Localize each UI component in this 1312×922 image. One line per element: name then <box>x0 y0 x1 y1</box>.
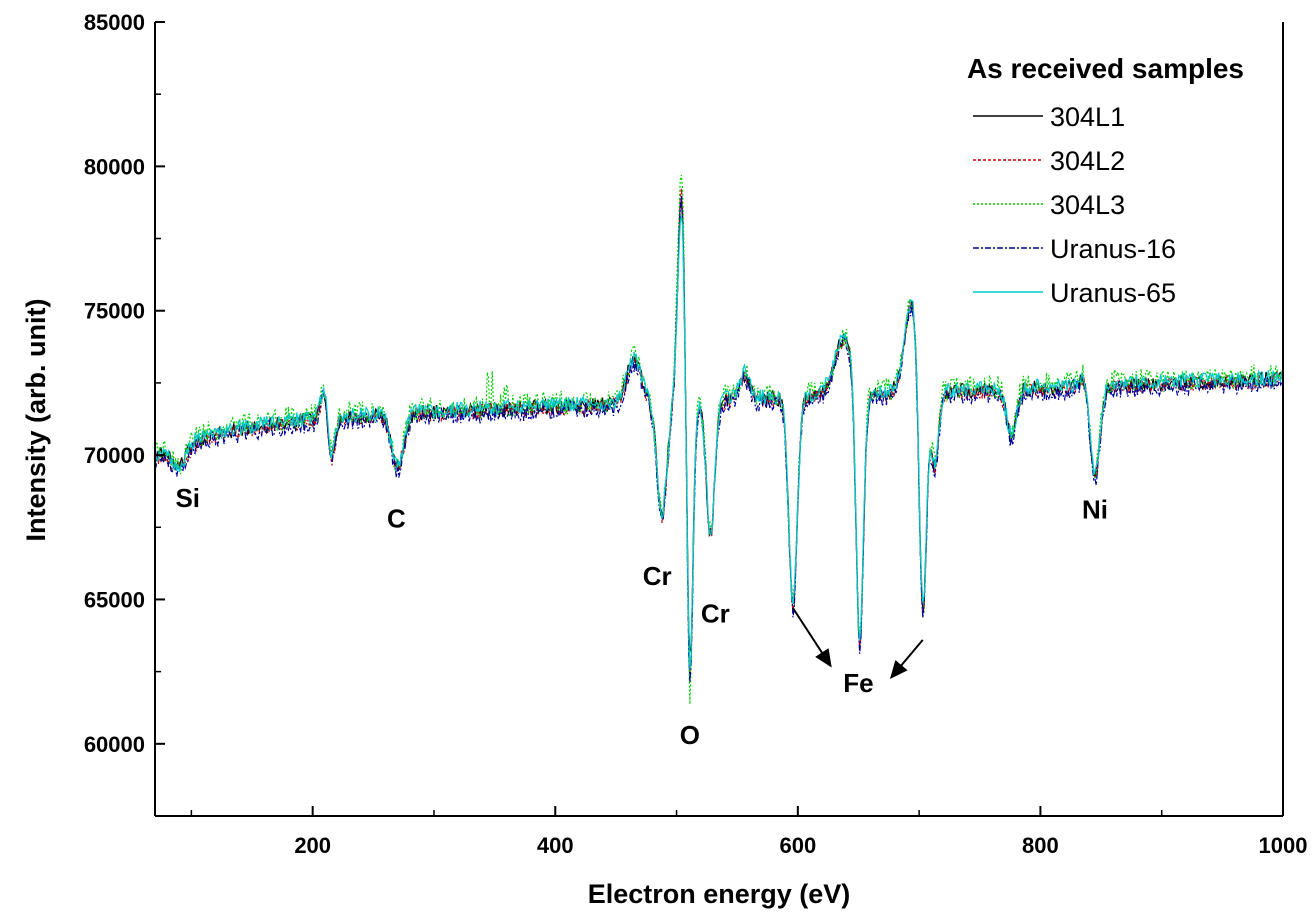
x-tick-label: 1000 <box>1259 833 1308 858</box>
y-axis-label: Intensity (arb. unit) <box>21 299 51 542</box>
annotation-o: O <box>680 720 700 750</box>
x-axis-label: Electron energy (eV) <box>588 879 851 909</box>
annotation-cr: Cr <box>701 599 730 629</box>
y-tick-label: 70000 <box>84 443 145 468</box>
series-line-304l1 <box>154 201 1284 652</box>
legend-label-304l3: 304L3 <box>1050 190 1125 220</box>
x-tick-label: 800 <box>1022 833 1059 858</box>
x-tick-label: 200 <box>294 833 331 858</box>
y-tick-label: 75000 <box>84 299 145 324</box>
legend: As received samples 304L1 304L2 304L3 Uranus… <box>967 53 1244 308</box>
legend-title: As received samples <box>967 53 1244 84</box>
series-line-uranus-16 <box>154 195 1284 683</box>
plot-frame <box>154 22 1284 817</box>
annotation-si: Si <box>175 483 200 513</box>
annotation-ni: Ni <box>1082 495 1108 525</box>
y-tick-label: 80000 <box>84 154 145 179</box>
fe-arrow <box>792 607 832 668</box>
axis-ticks: 200 400 600 800 1000 60000 65000 70000 75000 8000… <box>84 10 1308 858</box>
peak-annotations: Si C Cr Cr O Fe Ni <box>175 483 1108 750</box>
y-tick-label: 65000 <box>84 587 145 612</box>
series-curves <box>154 174 1284 705</box>
annotation-fe: Fe <box>843 668 873 698</box>
legend-label-304l2: 304L2 <box>1050 146 1125 176</box>
legend-label-uranus-16: Uranus-16 <box>1050 234 1176 264</box>
y-tick-label: 60000 <box>84 732 145 757</box>
annotation-c: C <box>387 503 406 533</box>
legend-label-uranus-65: Uranus-65 <box>1050 278 1176 308</box>
annotation-cr: Cr <box>643 561 672 591</box>
fe-arrow <box>889 639 924 679</box>
legend-label-304l1: 304L1 <box>1050 102 1125 132</box>
y-tick-label: 85000 <box>84 10 145 35</box>
x-tick-label: 600 <box>779 833 816 858</box>
series-line-uranus-65 <box>154 215 1284 670</box>
x-tick-label: 400 <box>537 833 574 858</box>
